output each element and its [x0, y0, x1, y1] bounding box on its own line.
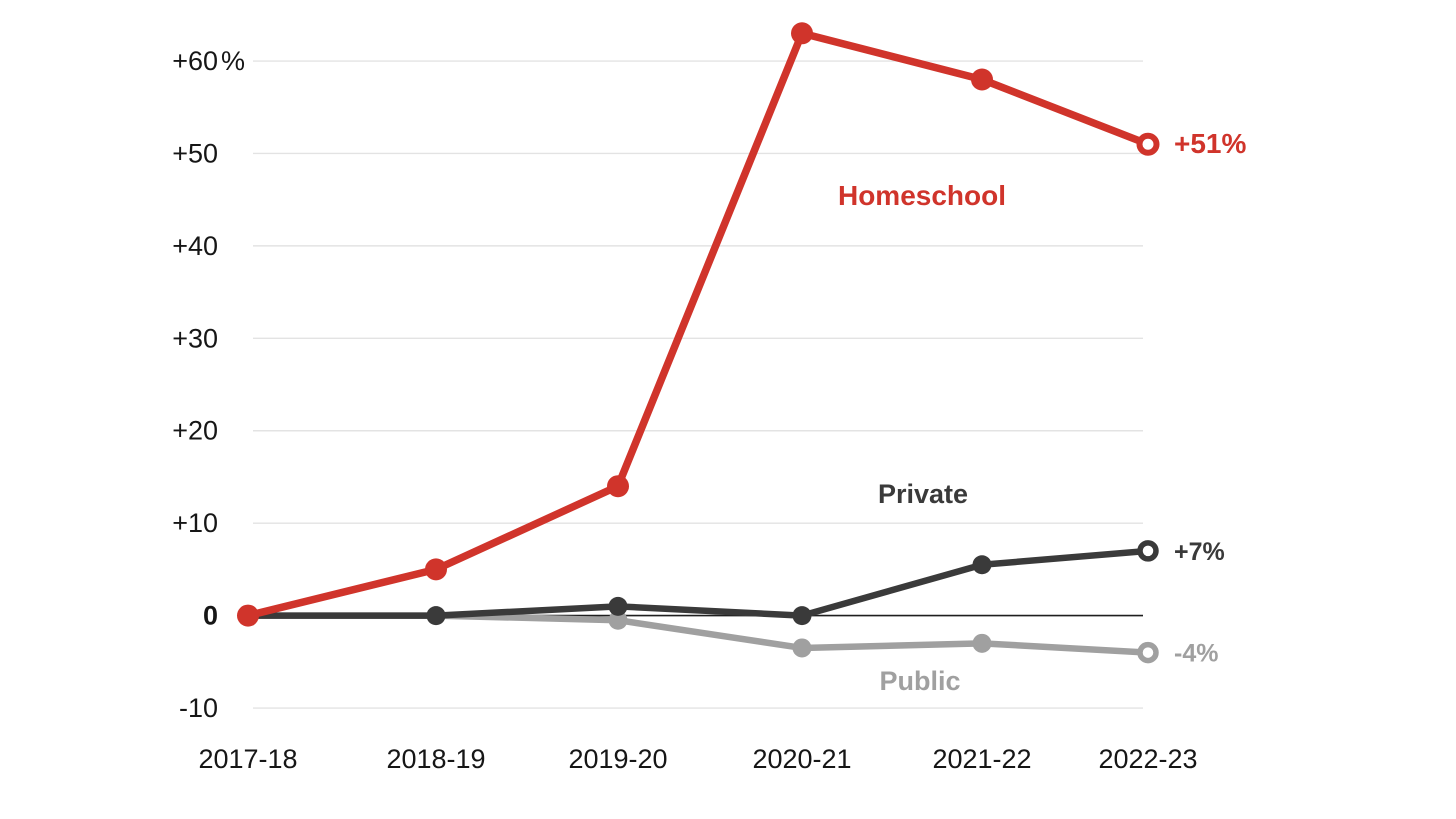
y-axis-tick-label: +50 [172, 138, 218, 168]
data-point-homeschool [237, 604, 259, 627]
data-point-homeschool [425, 558, 447, 581]
y-axis-tick-label: +40 [172, 231, 218, 261]
series-label-homeschool: Homeschool [838, 180, 1006, 211]
series-line-homeschool [244, 29, 1152, 620]
y-axis-tick-label: 0 [203, 601, 218, 631]
end-marker-public [1137, 641, 1159, 664]
y-axis-tick-label: +10 [172, 508, 218, 538]
end-value-label-public: -4% [1174, 640, 1218, 668]
end-marker-homeschool [1136, 132, 1160, 156]
series-line-public [244, 612, 1152, 656]
series-label-private: Private [878, 479, 968, 509]
data-point-public [972, 633, 992, 653]
x-axis-label: 2022-23 [1098, 744, 1197, 774]
data-point-homeschool [971, 68, 993, 91]
data-point-homeschool [607, 475, 629, 498]
y-axis-tick-label: +30 [172, 323, 218, 353]
x-axis-label: 2019-20 [568, 744, 667, 774]
series-line-private [244, 547, 1152, 619]
data-point-private [608, 596, 628, 616]
data-point-homeschool [791, 22, 813, 45]
x-axis-label: 2018-19 [386, 744, 485, 774]
data-point-private [972, 555, 992, 575]
y-axis-tick-suffix: % [221, 46, 245, 76]
end-value-label-homeschool: +51% [1174, 128, 1246, 159]
x-axis-label: 2020-21 [752, 744, 851, 774]
end-marker-private [1137, 540, 1159, 562]
y-axis-tick-label: +20 [172, 416, 218, 446]
data-point-public [608, 610, 628, 630]
data-point-private [792, 606, 812, 626]
data-point-private [426, 606, 446, 626]
x-axis-label: 2021-22 [932, 744, 1031, 774]
x-axis-label: 2017-18 [198, 744, 297, 774]
y-axis-tick-label: +60 [172, 46, 218, 76]
end-value-label-private: +7% [1174, 538, 1225, 566]
series-label-public: Public [879, 666, 960, 696]
data-point-public [792, 638, 812, 658]
y-axis-tick-label: -10 [179, 693, 218, 723]
